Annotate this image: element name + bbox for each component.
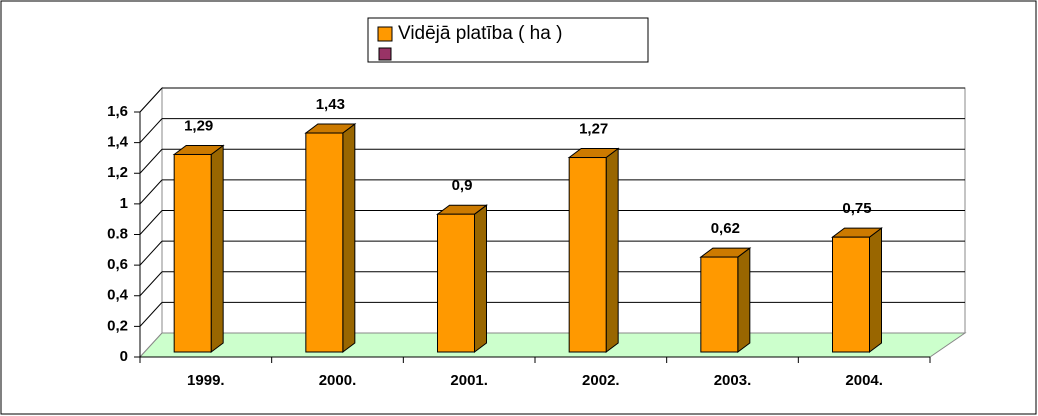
bar-side (869, 227, 882, 353)
grid-line (139, 87, 163, 113)
y-tick-label: 0,4 (107, 287, 129, 304)
bar (173, 153, 212, 353)
bar (832, 236, 870, 353)
legend-swatch-2 (378, 47, 392, 61)
y-tick-label: 1 (120, 195, 128, 212)
legend-label: Vidējā platība ( ha ) (398, 23, 562, 44)
legend-swatch (377, 26, 393, 42)
bar-side (605, 147, 619, 353)
legend: Vidējā platība ( ha ) (367, 17, 649, 63)
grid-line (139, 271, 163, 297)
x-tick-label: 2000. (319, 372, 357, 389)
grid-line (139, 240, 163, 266)
value-label: 0,9 (452, 177, 473, 194)
y-tick-label: 0,2 (107, 317, 128, 334)
y-tick-label: 1,6 (107, 103, 128, 120)
x-tick-label: 2001. (450, 372, 488, 389)
grid-line (139, 118, 163, 143)
y-tick-label: 1,2 (107, 164, 128, 181)
grid-line (139, 148, 163, 174)
bar-side (474, 204, 487, 353)
y-tick-label: 1,4 (107, 134, 129, 151)
x-tick-label: 2004. (845, 372, 883, 389)
bar (700, 256, 739, 353)
value-label: 1,27 (579, 121, 608, 138)
value-label: 0,62 (711, 220, 740, 237)
bar-side (737, 247, 751, 353)
x-tick-label: 1999. (187, 372, 225, 389)
grid-line (139, 179, 163, 205)
value-label: 1,29 (184, 117, 213, 134)
x-tick-label: 2003. (714, 372, 752, 389)
bar (568, 157, 607, 353)
bar (305, 132, 344, 353)
bar (437, 213, 475, 353)
y-tick-label: 0,6 (107, 256, 128, 273)
grid-line (139, 302, 163, 327)
bar-side (342, 123, 356, 353)
legend-box (367, 17, 649, 63)
value-label: 1,43 (316, 96, 345, 113)
y-tick-label: 0 (120, 348, 128, 365)
y-tick-label: 0.8 (107, 225, 128, 242)
value-label: 0,75 (842, 200, 871, 217)
grid-line (139, 210, 163, 235)
x-tick-label: 2002. (582, 372, 620, 389)
bar-side (210, 144, 224, 353)
